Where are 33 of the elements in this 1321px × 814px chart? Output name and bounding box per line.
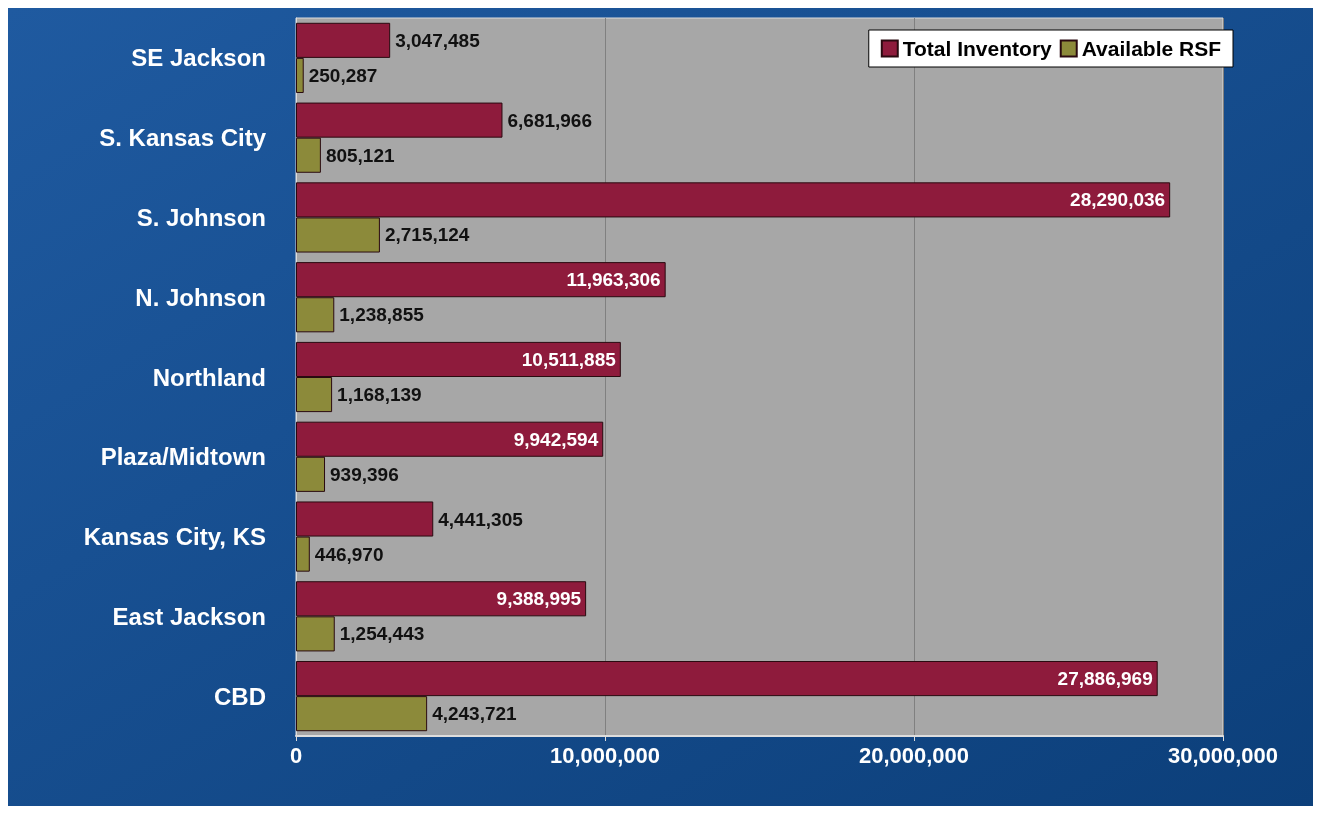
y-tick-label: CBD xyxy=(214,682,266,710)
x-tick-label: 0 xyxy=(289,742,303,768)
data-label: 1,238,855 xyxy=(339,304,425,326)
data-label: 446,970 xyxy=(314,543,384,565)
data-label: 939,396 xyxy=(330,463,399,485)
y-tick-label: SE Jackson xyxy=(131,44,266,72)
data-label: 11,963,306 xyxy=(566,269,661,291)
y-tick-label: Kansas City, KS xyxy=(83,523,266,551)
data-label: 2,715,124 xyxy=(384,224,470,246)
y-tick-label: Plaza/Midtown xyxy=(100,443,266,471)
data-label: 6,681,966 xyxy=(507,109,592,131)
data-label: 1,254,443 xyxy=(339,623,425,645)
data-label: 250,287 xyxy=(308,64,378,86)
x-tick-label: 30,000,000 xyxy=(1167,742,1279,768)
y-tick-label: S. Johnson xyxy=(136,203,266,231)
x-tick-label: 20,000,000 xyxy=(858,742,970,768)
data-label: 10,511,885 xyxy=(521,348,617,370)
data-label: 805,121 xyxy=(325,144,395,166)
y-tick-label: N. Johnson xyxy=(135,283,266,311)
y-tick-label: Northland xyxy=(152,363,266,391)
data-label: 1,168,139 xyxy=(337,384,422,406)
y-tick-label: S. Kansas City xyxy=(99,124,267,152)
data-label: 4,441,305 xyxy=(438,508,524,530)
data-label: 4,243,721 xyxy=(432,703,518,725)
data-label: 28,290,036 xyxy=(1070,189,1166,211)
data-label: 3,047,485 xyxy=(395,29,481,51)
x-tick-label: 10,000,000 xyxy=(549,742,661,768)
data-label: 27,886,969 xyxy=(1057,668,1153,690)
y-tick-label: East Jackson xyxy=(112,602,266,630)
data-label: 9,942,594 xyxy=(513,428,599,450)
data-label: 9,388,995 xyxy=(496,588,582,610)
legend-label: Available RSF xyxy=(1081,37,1222,60)
legend-label: Total Inventory xyxy=(902,37,1053,60)
